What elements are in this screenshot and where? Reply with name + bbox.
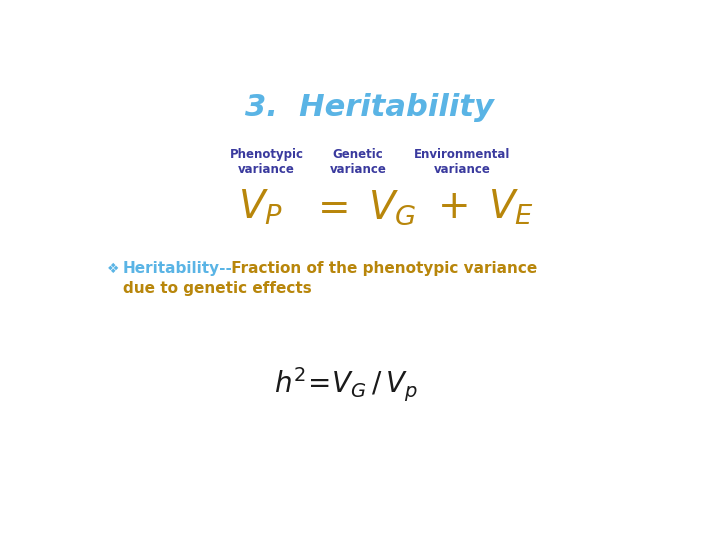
Text: Genetic
variance: Genetic variance [330, 148, 387, 176]
Text: $\mathit{V}_G$: $\mathit{V}_G$ [368, 188, 416, 227]
Text: $+$: $+$ [438, 188, 468, 226]
Text: due to genetic effects: due to genetic effects [122, 281, 311, 295]
Text: $h^2\!=\!V_G\,/\,V_p$: $h^2\!=\!V_G\,/\,V_p$ [274, 365, 418, 403]
Text: Phenotypic
variance: Phenotypic variance [230, 148, 304, 176]
Text: $=$: $=$ [310, 188, 348, 226]
Text: 3.  Heritability: 3. Heritability [245, 93, 493, 122]
Text: Fraction of the phenotypic variance: Fraction of the phenotypic variance [225, 261, 537, 276]
Text: $\mathit{V}_E$: $\mathit{V}_E$ [488, 187, 534, 227]
Text: ❖: ❖ [107, 262, 120, 276]
Text: $\mathit{V}_P$: $\mathit{V}_P$ [238, 187, 283, 227]
Text: Heritability--: Heritability-- [122, 261, 233, 276]
Text: Environmental
variance: Environmental variance [414, 148, 510, 176]
